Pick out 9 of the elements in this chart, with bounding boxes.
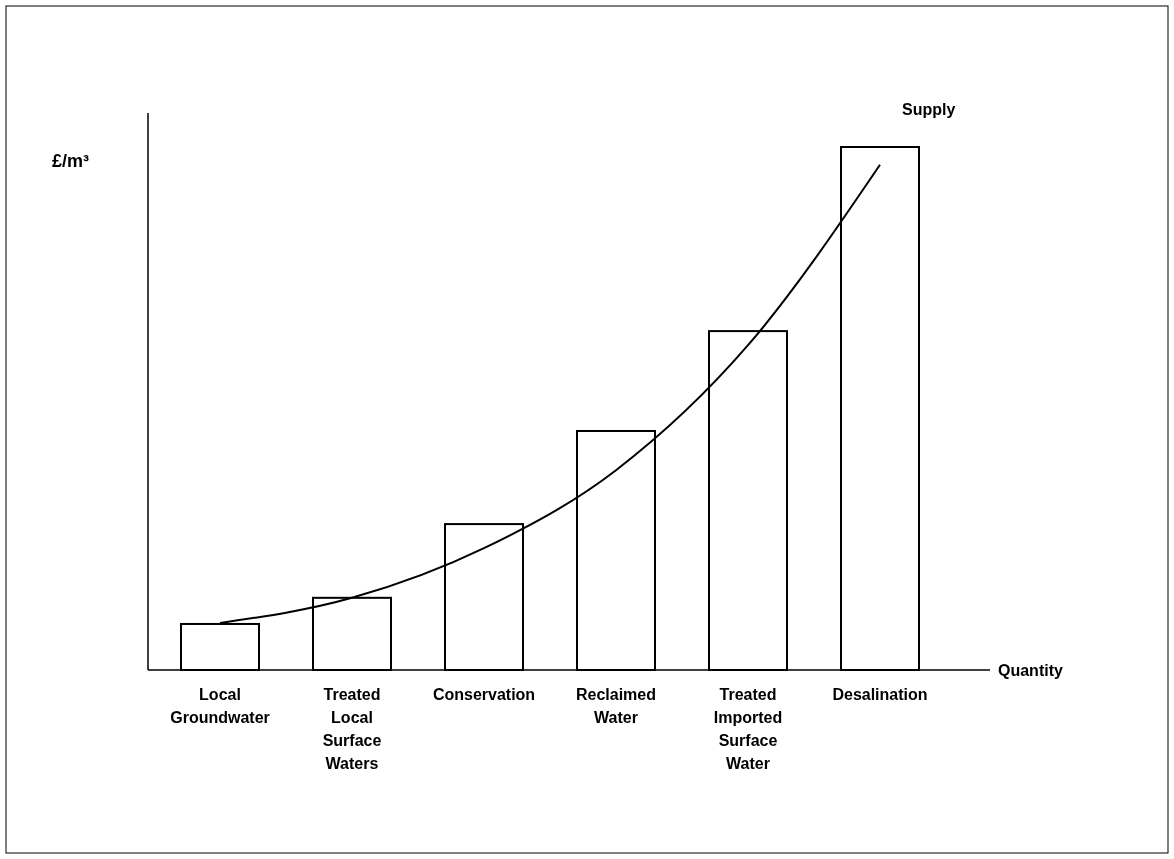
text: Supply xyxy=(902,100,956,118)
x-tick-label: Treated Imported Surface Water xyxy=(713,686,783,772)
x-tick-label: Local Groundwater xyxy=(170,686,270,726)
x-tick-label: Conservation xyxy=(432,686,536,703)
x-axis-title: Quantity xyxy=(998,662,1063,679)
x-tick-label: Reclaimed Water xyxy=(575,686,657,726)
x-tick-label: Desalination xyxy=(832,686,928,703)
x-tick-label: Treated Local Surface Waters xyxy=(322,686,382,772)
y-axis-title: £/m³ xyxy=(52,151,90,171)
